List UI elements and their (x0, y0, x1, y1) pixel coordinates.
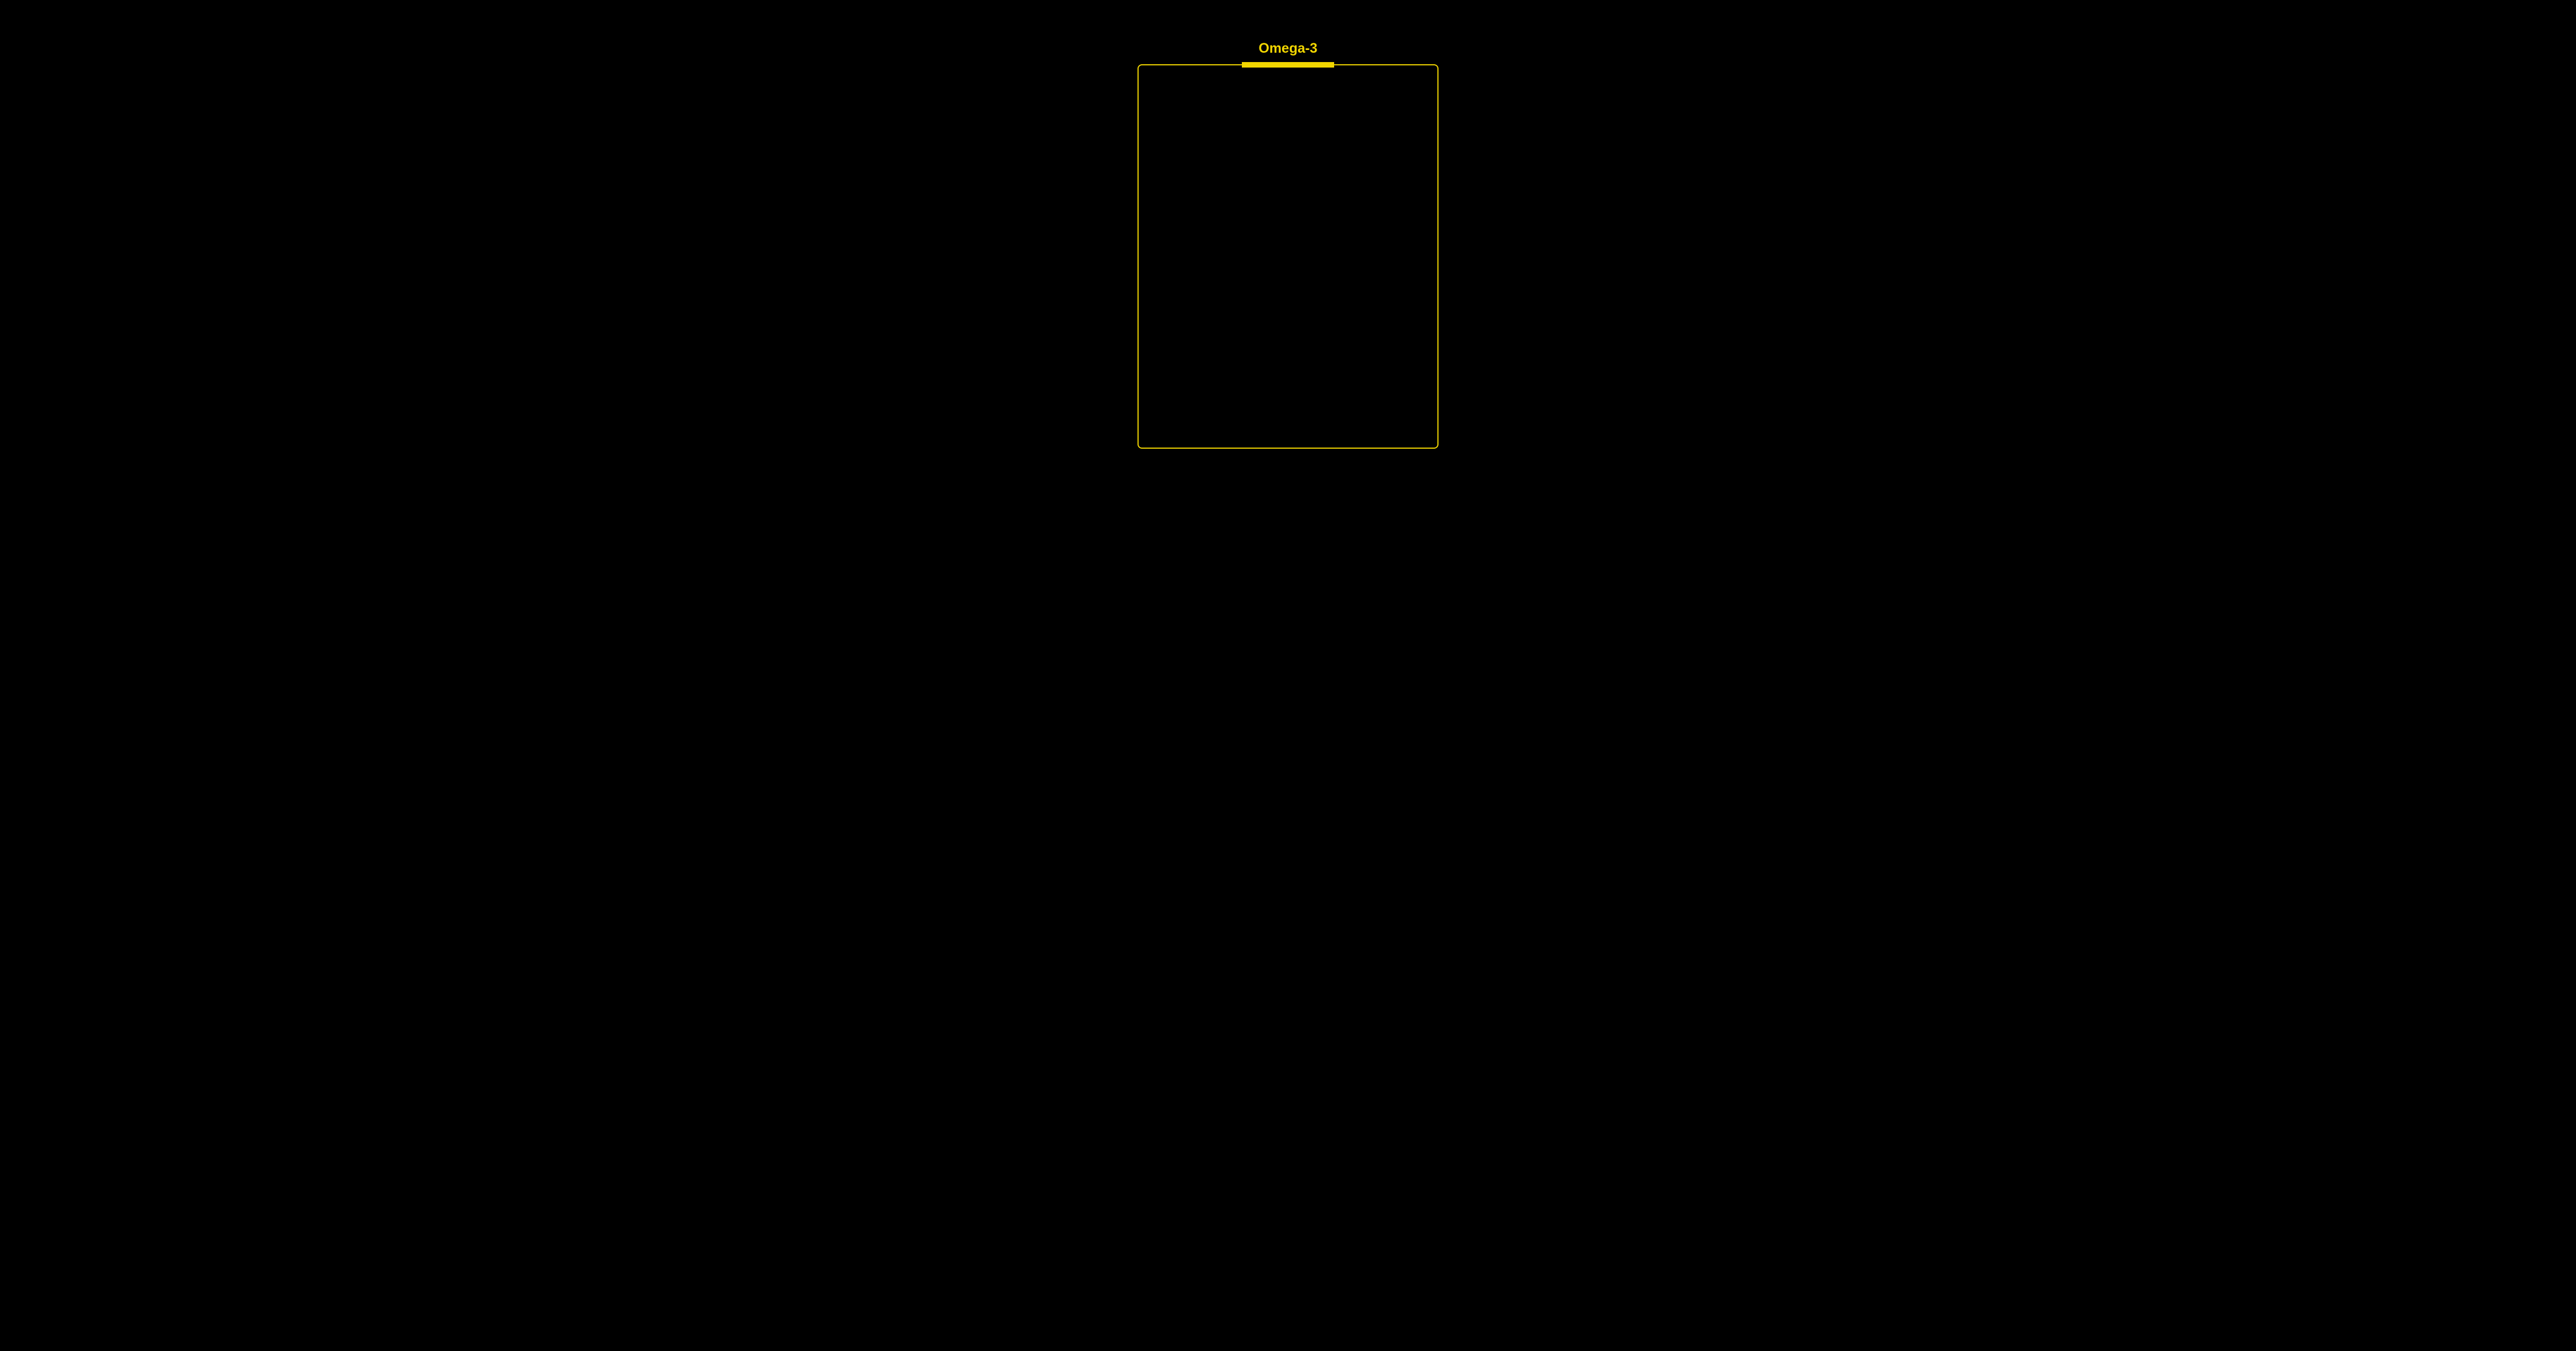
panel-wrap (1138, 64, 1438, 449)
panel-frame (1138, 64, 1438, 449)
panel-top-tab-bar (1242, 62, 1334, 68)
diagram-container: Omega-3 (1138, 41, 1438, 449)
panel-title: Omega-3 (1259, 41, 1318, 57)
